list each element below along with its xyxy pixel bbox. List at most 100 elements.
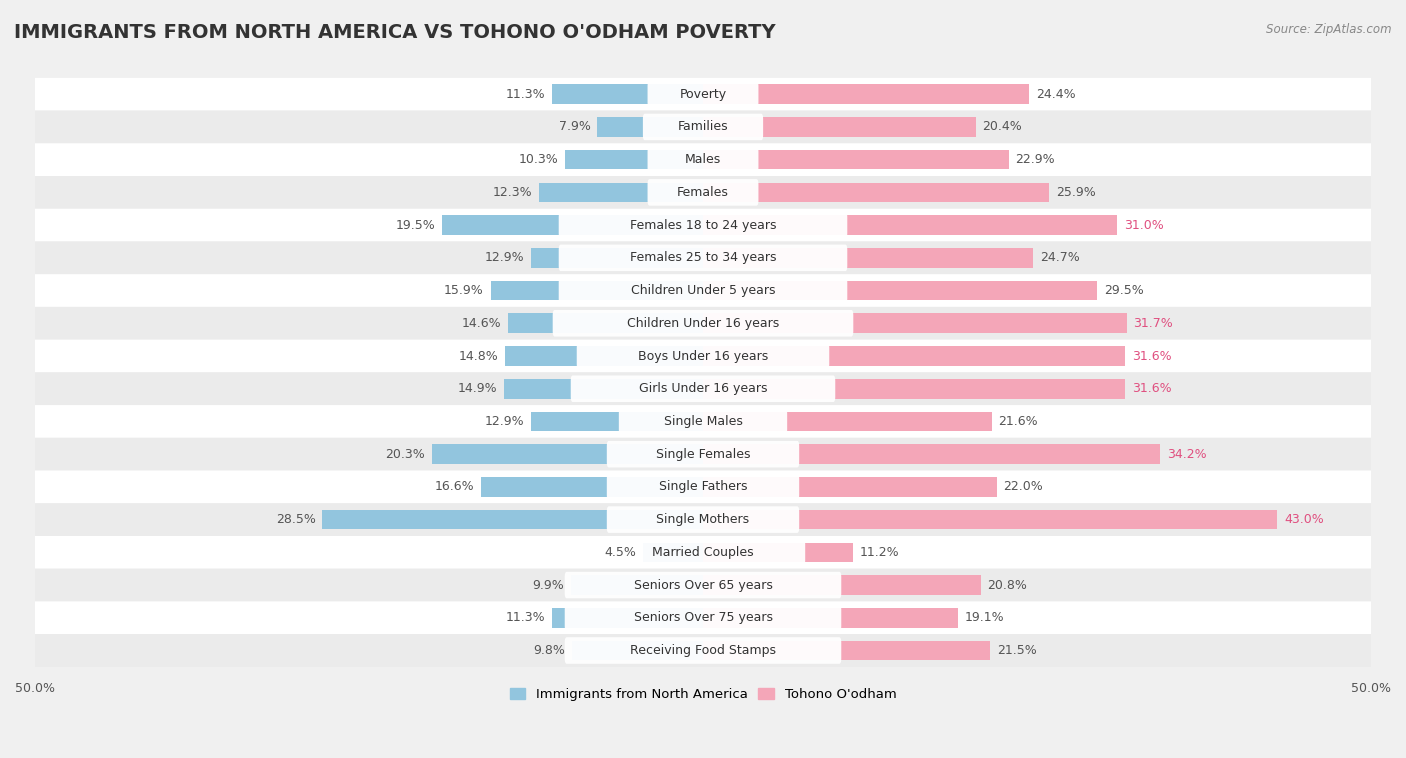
FancyBboxPatch shape <box>565 572 841 598</box>
Text: Seniors Over 65 years: Seniors Over 65 years <box>634 578 772 591</box>
FancyBboxPatch shape <box>35 111 1371 143</box>
Text: 20.3%: 20.3% <box>385 448 425 461</box>
FancyBboxPatch shape <box>35 536 1371 568</box>
Text: 7.9%: 7.9% <box>560 121 591 133</box>
Text: 34.2%: 34.2% <box>1167 448 1206 461</box>
Bar <box>491 280 703 300</box>
Text: Single Males: Single Males <box>664 415 742 428</box>
FancyBboxPatch shape <box>35 471 1371 503</box>
Text: 15.9%: 15.9% <box>444 284 484 297</box>
FancyBboxPatch shape <box>648 81 758 108</box>
Text: 31.0%: 31.0% <box>1123 218 1164 232</box>
FancyBboxPatch shape <box>565 637 841 664</box>
FancyBboxPatch shape <box>35 438 1371 471</box>
FancyBboxPatch shape <box>35 601 1371 634</box>
FancyBboxPatch shape <box>35 78 1371 111</box>
FancyBboxPatch shape <box>648 146 758 173</box>
Text: Children Under 5 years: Children Under 5 years <box>631 284 775 297</box>
FancyBboxPatch shape <box>607 441 799 468</box>
Text: 20.4%: 20.4% <box>983 121 1022 133</box>
Bar <box>598 117 703 136</box>
Bar <box>703 183 1049 202</box>
Bar <box>703 280 1097 300</box>
Bar <box>572 641 703 660</box>
Text: IMMIGRANTS FROM NORTH AMERICA VS TOHONO O'ODHAM POVERTY: IMMIGRANTS FROM NORTH AMERICA VS TOHONO … <box>14 23 776 42</box>
FancyBboxPatch shape <box>576 343 830 369</box>
Text: Single Females: Single Females <box>655 448 751 461</box>
Bar <box>553 608 703 628</box>
Text: Poverty: Poverty <box>679 88 727 101</box>
FancyBboxPatch shape <box>643 114 763 140</box>
Text: 9.9%: 9.9% <box>533 578 564 591</box>
FancyBboxPatch shape <box>600 539 806 565</box>
FancyBboxPatch shape <box>35 568 1371 601</box>
Bar <box>432 444 703 464</box>
Text: 14.6%: 14.6% <box>461 317 502 330</box>
Text: Seniors Over 75 years: Seniors Over 75 years <box>634 611 772 625</box>
FancyBboxPatch shape <box>35 307 1371 340</box>
Text: 22.9%: 22.9% <box>1015 153 1056 166</box>
Text: 24.4%: 24.4% <box>1036 88 1076 101</box>
Text: 12.9%: 12.9% <box>484 252 524 265</box>
Text: 9.8%: 9.8% <box>533 644 565 657</box>
Text: Married Couples: Married Couples <box>652 546 754 559</box>
Bar <box>703 608 957 628</box>
FancyBboxPatch shape <box>35 405 1371 438</box>
FancyBboxPatch shape <box>607 474 799 500</box>
FancyBboxPatch shape <box>607 506 799 533</box>
FancyBboxPatch shape <box>35 274 1371 307</box>
Text: Children Under 16 years: Children Under 16 years <box>627 317 779 330</box>
Bar <box>322 510 703 529</box>
Text: 31.6%: 31.6% <box>1132 349 1171 362</box>
Bar <box>703 84 1029 104</box>
Bar <box>565 150 703 170</box>
FancyBboxPatch shape <box>565 605 841 631</box>
Bar <box>703 248 1033 268</box>
Bar <box>703 575 981 595</box>
Bar <box>643 543 703 562</box>
Bar <box>530 412 703 431</box>
Text: 31.7%: 31.7% <box>1133 317 1173 330</box>
Text: 25.9%: 25.9% <box>1056 186 1095 199</box>
Bar <box>703 641 990 660</box>
FancyBboxPatch shape <box>35 143 1371 176</box>
Bar <box>703 379 1125 399</box>
FancyBboxPatch shape <box>553 310 853 337</box>
Text: Females 25 to 34 years: Females 25 to 34 years <box>630 252 776 265</box>
FancyBboxPatch shape <box>35 242 1371 274</box>
Text: 10.3%: 10.3% <box>519 153 558 166</box>
FancyBboxPatch shape <box>35 340 1371 372</box>
FancyBboxPatch shape <box>571 375 835 402</box>
Bar <box>703 412 991 431</box>
FancyBboxPatch shape <box>35 176 1371 208</box>
Legend: Immigrants from North America, Tohono O'odham: Immigrants from North America, Tohono O'… <box>505 683 901 706</box>
Text: 21.6%: 21.6% <box>998 415 1038 428</box>
FancyBboxPatch shape <box>619 409 787 434</box>
Text: 11.2%: 11.2% <box>859 546 898 559</box>
Bar <box>703 444 1160 464</box>
FancyBboxPatch shape <box>558 245 848 271</box>
Bar <box>508 314 703 333</box>
Text: Females: Females <box>678 186 728 199</box>
Text: Boys Under 16 years: Boys Under 16 years <box>638 349 768 362</box>
Bar <box>530 248 703 268</box>
Text: Single Fathers: Single Fathers <box>659 481 747 493</box>
FancyBboxPatch shape <box>558 277 848 304</box>
Text: 24.7%: 24.7% <box>1039 252 1080 265</box>
Text: 28.5%: 28.5% <box>276 513 315 526</box>
Text: Girls Under 16 years: Girls Under 16 years <box>638 382 768 395</box>
Bar <box>703 215 1118 235</box>
Text: 19.5%: 19.5% <box>396 218 436 232</box>
FancyBboxPatch shape <box>35 634 1371 667</box>
Bar <box>703 510 1278 529</box>
Text: Single Mothers: Single Mothers <box>657 513 749 526</box>
Bar <box>703 543 852 562</box>
Text: Receiving Food Stamps: Receiving Food Stamps <box>630 644 776 657</box>
Text: Source: ZipAtlas.com: Source: ZipAtlas.com <box>1267 23 1392 36</box>
Text: Families: Families <box>678 121 728 133</box>
Bar <box>571 575 703 595</box>
Bar <box>503 379 703 399</box>
Text: 20.8%: 20.8% <box>987 578 1028 591</box>
Bar <box>553 84 703 104</box>
Text: 43.0%: 43.0% <box>1284 513 1324 526</box>
